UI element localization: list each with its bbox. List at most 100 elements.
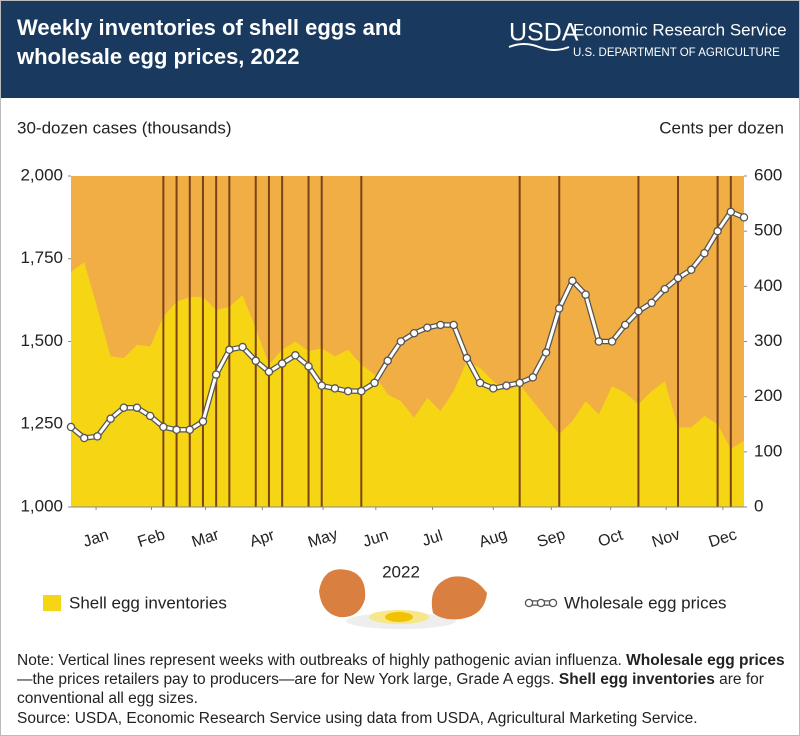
price-marker [317,381,326,390]
y-tick-label: 1,250 [20,414,63,433]
price-marker [713,226,722,236]
price-marker [93,432,102,441]
title: Weekly inventories of shell eggs and [17,15,402,40]
legend-marker [548,598,558,608]
price-marker [238,342,247,352]
price-marker [304,362,313,371]
price-marker [251,356,260,366]
egg-illustration [319,569,487,629]
price-marker [541,348,551,357]
header-band [1,1,799,98]
note-text: are for conventional all egg sizes. [17,671,764,707]
price-marker [396,337,406,346]
x-tick-label: Feb [136,526,168,551]
x-tick-label: Sep [535,526,567,551]
x-tick-label: Nov [650,526,682,551]
legend-label: Shell egg inventories [69,593,227,612]
price-marker [79,433,89,443]
logo-swoosh [508,43,570,51]
price-marker [409,328,419,338]
note-text: —the prices retailers pay to producers—a… [17,671,559,688]
logo: USDA [509,19,579,47]
price-marker [462,353,472,363]
price-marker [106,414,115,423]
price-marker [594,337,604,346]
price-marker [449,320,458,330]
y2-tick-label: 0 [754,496,763,515]
source: Source: USDA, Economic Research Service … [17,710,698,727]
legend-swatch [43,595,61,611]
price-marker [277,359,287,368]
price-marker [383,356,392,366]
y-axis-title: 30-dozen cases (thousands) [17,118,232,137]
chart: Weekly inventories of shell eggs and who… [1,1,799,629]
price-marker [66,422,76,432]
price-marker [634,306,643,316]
y2-tick-label: 300 [754,331,782,350]
x-tick-label: Apr [248,527,278,551]
price-marker [739,213,749,222]
price-marker [132,403,142,412]
y-tick-label: 1,750 [20,248,63,267]
price-marker [568,276,577,286]
price-marker [489,384,498,393]
price-marker [475,378,485,388]
department: U.S. DEPARTMENT OF AGRICULTURE [573,47,780,59]
price-marker [726,207,736,217]
x-tick-label: Jan [81,527,111,551]
price-marker [370,378,379,388]
y2-axis-title: Cents per dozen [659,118,784,137]
legend-marker [524,598,534,608]
price-line [70,210,745,440]
price-marker [436,320,445,330]
price-marker [211,370,221,379]
y-tick-label: 2,000 [20,165,63,184]
title: wholesale egg prices, 2022 [16,44,299,69]
legend-marker [536,598,546,608]
price-marker [647,298,656,308]
note-bold: Shell egg inventories [558,671,715,688]
price-marker [264,367,274,377]
price-marker [555,304,564,313]
price-marker [581,290,590,299]
price-marker [502,381,511,390]
price-marker [343,386,353,396]
price-marker [607,337,617,346]
price-marker [423,323,432,332]
y2-tick-label: 600 [754,165,782,184]
price-marker [673,273,683,283]
note-text: Note: Vertical lines represent weeks wit… [17,652,627,669]
x-tick-label: Jun [361,527,391,551]
price-marker [225,345,234,355]
y-tick-label: 1,500 [20,331,63,350]
x-tick-label: May [306,526,340,552]
price-marker [686,265,696,275]
note-bold: Wholesale egg prices [626,652,785,669]
price-marker [198,417,208,426]
price-marker [172,425,181,435]
x-tick-label: Aug [477,526,509,551]
x-tick-label: Oct [596,527,625,551]
note: Note: Vertical lines represent weeks wit… [17,651,787,708]
price-marker [620,320,630,330]
price-marker [119,403,129,412]
y2-tick-label: 100 [754,441,782,460]
inventory-area [71,262,744,507]
price-marker [291,351,300,360]
price-marker [515,378,524,388]
y-tick-label: 1,000 [20,496,63,515]
price-marker [330,384,340,393]
y2-tick-label: 500 [754,221,782,240]
price-marker [145,411,155,421]
price-marker [357,386,366,396]
x-tick-label: Dec [707,526,739,551]
x-axis-title: 2022 [382,562,420,581]
price-marker [159,422,168,432]
price-marker [700,248,709,258]
price-marker [528,373,538,382]
x-tick-label: Jul [420,527,445,550]
agency: Economic Research Service [573,20,787,39]
price-marker [660,284,670,294]
y2-tick-label: 400 [754,276,782,295]
